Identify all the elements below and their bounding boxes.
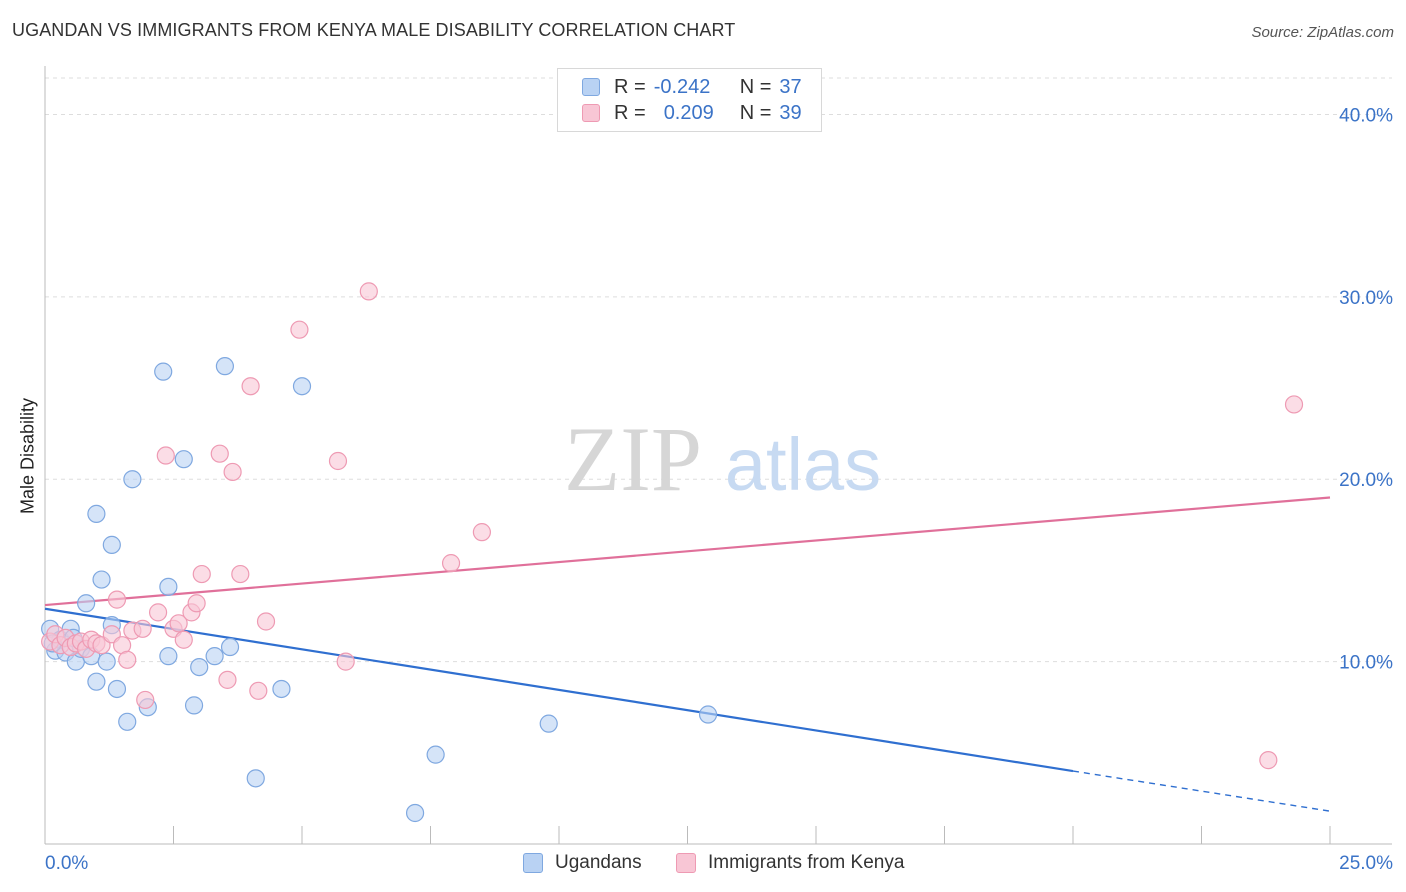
y-tick-label: 10.0% xyxy=(1339,653,1393,674)
point-kenya xyxy=(256,612,276,631)
source-label: Source: ZipAtlas.com xyxy=(1251,24,1394,41)
y-tick-label: 30.0% xyxy=(1339,288,1393,309)
point-kenya xyxy=(1284,395,1304,414)
point-kenya xyxy=(156,446,175,465)
point-ugandans xyxy=(272,679,291,699)
point-kenya xyxy=(290,320,309,339)
trend-line-kenya xyxy=(44,496,1331,607)
legend-label: Immigrants from Kenya xyxy=(708,852,905,873)
r-value: -0.242 xyxy=(653,75,711,98)
point-ugandans xyxy=(87,672,106,691)
point-kenya xyxy=(472,523,491,542)
trend-lines xyxy=(44,496,1331,812)
point-kenya xyxy=(249,681,268,700)
point-ugandans xyxy=(174,450,193,469)
legend-item-kenya[interactable]: Immigrants from Kenya xyxy=(676,852,904,874)
point-ugandans xyxy=(77,594,96,613)
trend-line-ugandans xyxy=(44,607,1074,773)
point-kenya xyxy=(223,462,242,482)
point-ugandans xyxy=(205,647,224,666)
point-ugandans xyxy=(405,803,425,823)
point-kenya xyxy=(107,590,127,609)
data-points xyxy=(41,282,1304,823)
n-label: N = xyxy=(739,75,772,98)
point-kenya xyxy=(136,690,155,710)
y-tick-label: 20.0% xyxy=(1339,470,1393,491)
point-ugandans xyxy=(159,577,178,596)
r-value: 0.209 xyxy=(663,101,714,124)
point-kenya xyxy=(148,603,168,622)
point-ugandans xyxy=(87,504,106,523)
point-kenya xyxy=(231,564,250,584)
stats-row-ugandans: R = -0.242 N = 37 xyxy=(582,75,802,99)
point-kenya xyxy=(174,630,193,649)
series-legend: Ugandans Immigrants from Kenya xyxy=(0,852,1406,878)
point-ugandans xyxy=(215,357,234,376)
axes xyxy=(44,66,1392,845)
n-value: 37 xyxy=(779,75,802,98)
legend-item-ugandans[interactable]: Ugandans xyxy=(523,852,642,874)
point-kenya xyxy=(336,652,355,671)
point-ugandans xyxy=(190,657,209,677)
point-kenya xyxy=(241,377,260,396)
swatch-blue xyxy=(523,853,543,873)
point-ugandans xyxy=(539,714,558,733)
swatch-pink xyxy=(582,104,600,122)
point-kenya xyxy=(169,614,188,633)
point-kenya xyxy=(218,670,237,689)
stats-legend: R = -0.242 N = 37 R = 0.209 N = 39 xyxy=(557,68,822,132)
chart-title: UGANDAN VS IMMIGRANTS FROM KENYA MALE DI… xyxy=(12,20,736,40)
point-kenya xyxy=(1259,751,1278,770)
point-ugandans xyxy=(159,647,178,666)
point-kenya xyxy=(328,451,348,471)
point-kenya xyxy=(210,444,229,463)
point-ugandans xyxy=(698,705,718,724)
point-kenya xyxy=(118,650,137,669)
point-ugandans xyxy=(102,535,121,554)
n-value: 39 xyxy=(779,101,802,124)
y-tick-label: 40.0% xyxy=(1339,105,1393,126)
point-ugandans xyxy=(118,712,137,731)
trend-extension-ugandans xyxy=(1072,770,1331,812)
point-ugandans xyxy=(97,652,116,671)
point-kenya xyxy=(133,619,152,638)
tick-labels: 10.0% 20.0% 30.0% 40.0% 0.0% 25.0% xyxy=(45,105,1393,874)
watermark: ZIP atlas xyxy=(564,408,881,510)
point-ugandans xyxy=(184,696,204,715)
point-ugandans xyxy=(246,769,265,788)
swatch-blue xyxy=(582,78,600,96)
point-ugandans xyxy=(107,679,127,699)
legend-label: Ugandans xyxy=(555,852,642,873)
point-ugandans xyxy=(92,570,111,589)
point-ugandans xyxy=(123,470,142,489)
swatch-pink xyxy=(676,853,696,873)
point-ugandans xyxy=(426,745,445,764)
point-ugandans xyxy=(220,637,240,657)
point-kenya xyxy=(187,594,206,613)
point-ugandans xyxy=(292,377,312,396)
r-label: R = xyxy=(614,75,646,98)
point-kenya xyxy=(359,282,378,301)
watermark-zip: ZIP xyxy=(564,408,702,510)
point-ugandans xyxy=(154,362,173,381)
x-tick-label: 0.0% xyxy=(45,853,88,874)
point-kenya xyxy=(441,554,461,573)
point-kenya xyxy=(192,564,211,584)
stats-row-kenya: R = 0.209 N = 39 xyxy=(582,101,802,125)
x-tick-label: 25.0% xyxy=(1339,853,1393,874)
n-label: N = xyxy=(739,101,772,124)
watermark-atlas: atlas xyxy=(725,423,881,506)
r-label: R = xyxy=(614,101,646,124)
